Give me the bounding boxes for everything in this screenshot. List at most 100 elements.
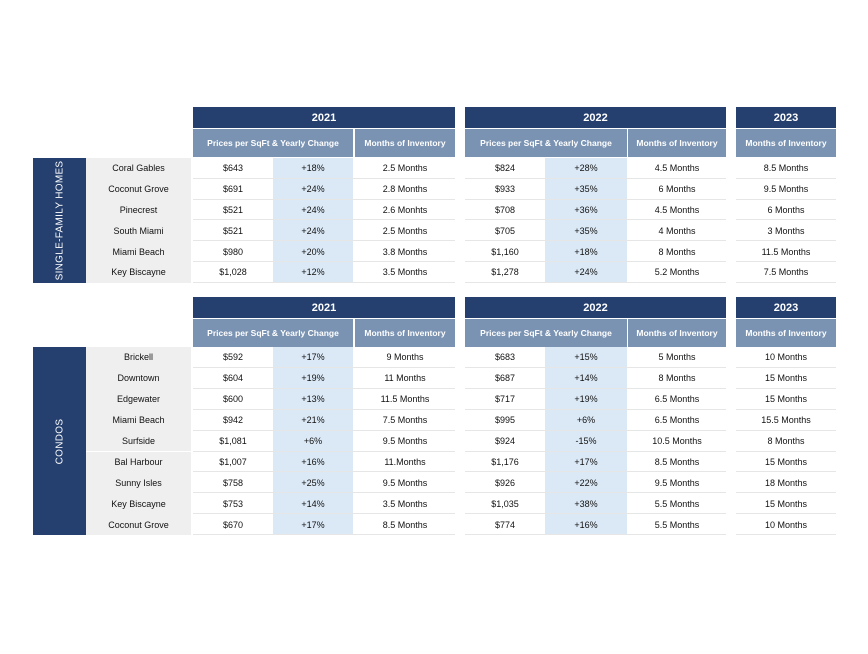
change-2021: +24% xyxy=(273,178,353,200)
change-2022: +22% xyxy=(545,472,627,494)
section-label-text: CONDOS xyxy=(53,418,65,464)
price-change-header-2022: Prices per SqFt & Yearly Change xyxy=(465,319,627,347)
inventory-2021: 8.5 Months xyxy=(382,519,428,530)
row-divider xyxy=(736,534,836,536)
inventory-header-2022: Months of Inventory xyxy=(628,129,726,157)
row-divider xyxy=(465,471,726,473)
inventory-2022: 8 Months xyxy=(658,373,696,384)
change-2022: +35% xyxy=(545,220,627,242)
change-2021: +18% xyxy=(273,158,353,179)
inventory-2021: 2.8 Months xyxy=(382,184,428,195)
row-divider xyxy=(193,177,455,179)
price-2021: $1,081 xyxy=(219,436,247,447)
inventory-2023: 8.5 Months xyxy=(763,163,809,174)
inventory-2023: 15.5 Months xyxy=(761,415,811,426)
change-2021: +17% xyxy=(273,347,353,368)
price-2022: $933 xyxy=(494,184,516,195)
neighborhood-name: Pinecrest xyxy=(86,199,191,221)
inventory-2023: 15 Months xyxy=(764,394,808,405)
neighborhood-name: Coral Gables xyxy=(86,158,191,179)
price-2022: $717 xyxy=(494,394,516,405)
row-divider xyxy=(465,492,726,494)
price-2021: $592 xyxy=(222,352,244,363)
neighborhood-name: Coconut Grove xyxy=(86,514,191,536)
inventory-2022: 4.5 Months xyxy=(654,163,700,174)
row-divider xyxy=(736,429,836,431)
row-divider xyxy=(193,387,455,389)
row-divider xyxy=(193,513,455,515)
change-2021: +21% xyxy=(273,409,353,431)
row-divider xyxy=(465,261,726,262)
price-2021: $1,028 xyxy=(219,267,247,278)
inventory-2021: 7.5 Months xyxy=(382,415,428,426)
inventory-2021: 2.5 Months xyxy=(382,225,428,236)
change-2021: +14% xyxy=(273,493,353,515)
inventory-2021: 11.5 Months xyxy=(380,394,430,405)
price-2021: $670 xyxy=(222,519,244,530)
neighborhood-name: Downtown xyxy=(86,367,191,389)
inventory-2022: 5.5 Months xyxy=(654,498,700,509)
row-divider xyxy=(736,219,836,221)
price-2022: $705 xyxy=(494,225,516,236)
inventory-2023: 7.5 Months xyxy=(763,267,809,278)
section-label: SINGLE-FAMILY HOMES xyxy=(33,158,86,283)
price-2021: $643 xyxy=(222,163,244,174)
change-2021: +12% xyxy=(273,262,353,283)
year-header-2023: 2023 xyxy=(736,107,836,128)
price-2021: $691 xyxy=(222,184,244,195)
price-2022: $774 xyxy=(494,519,516,530)
row-divider xyxy=(193,471,455,473)
change-2022: +38% xyxy=(545,493,627,515)
inventory-2023: 15 Months xyxy=(764,373,808,384)
change-2021: +6% xyxy=(273,430,353,452)
inventory-2023: 10 Months xyxy=(764,352,808,363)
year-header-2021: 2021 xyxy=(193,107,455,128)
price-2021: $1,007 xyxy=(219,456,247,467)
inventory-2022: 4 Months xyxy=(658,225,696,236)
change-2022: -15% xyxy=(545,430,627,452)
row-divider xyxy=(736,240,836,242)
row-divider xyxy=(736,198,836,200)
change-2022: +24% xyxy=(545,262,627,283)
change-2022: +14% xyxy=(545,367,627,389)
row-divider xyxy=(465,534,726,536)
price-2022: $687 xyxy=(494,373,516,384)
row-divider xyxy=(193,366,455,368)
inventory-header-2023: Months of Inventory xyxy=(736,319,836,347)
price-2021: $600 xyxy=(222,394,244,405)
price-change-header-2022: Prices per SqFt & Yearly Change xyxy=(465,129,627,157)
price-2022: $1,160 xyxy=(491,246,519,257)
price-2022: $824 xyxy=(494,163,516,174)
price-2021: $980 xyxy=(222,246,244,257)
price-2022: $683 xyxy=(494,352,516,363)
inventory-header-2021: Months of Inventory xyxy=(355,319,455,347)
inventory-2021: 3.8 Months xyxy=(382,246,428,257)
row-divider xyxy=(465,387,726,389)
inventory-2021: 9.5 Months xyxy=(382,477,428,488)
change-2021: +17% xyxy=(273,514,353,536)
price-2022: $924 xyxy=(494,436,516,447)
change-2022: +6% xyxy=(545,409,627,431)
price-2022: $1,278 xyxy=(491,267,519,278)
price-2021: $758 xyxy=(222,477,244,488)
inventory-2022: 5 Months xyxy=(658,352,696,363)
inventory-2021: 11 Months xyxy=(384,373,426,384)
inventory-2023: 15 Months xyxy=(764,498,808,509)
inventory-2023: 10 Months xyxy=(764,519,808,530)
inventory-2021: 3.5 Months xyxy=(382,498,428,509)
change-2022: +15% xyxy=(545,347,627,368)
inventory-2023: 15 Months xyxy=(764,456,808,467)
row-divider xyxy=(193,450,455,452)
inventory-2021: 3.5 Months xyxy=(382,267,428,278)
price-2022: $708 xyxy=(494,204,516,215)
row-divider xyxy=(193,240,455,242)
neighborhood-name: Key Biscayne xyxy=(86,262,191,283)
row-divider xyxy=(736,471,836,473)
inventory-2022: 5.5 Months xyxy=(654,519,700,530)
change-2021: +25% xyxy=(273,472,353,494)
row-divider xyxy=(465,198,726,200)
inventory-2022: 6 Months xyxy=(658,184,696,195)
change-2021: +24% xyxy=(273,220,353,242)
change-2022: +18% xyxy=(545,241,627,262)
inventory-2023: 8 Months xyxy=(767,436,805,447)
